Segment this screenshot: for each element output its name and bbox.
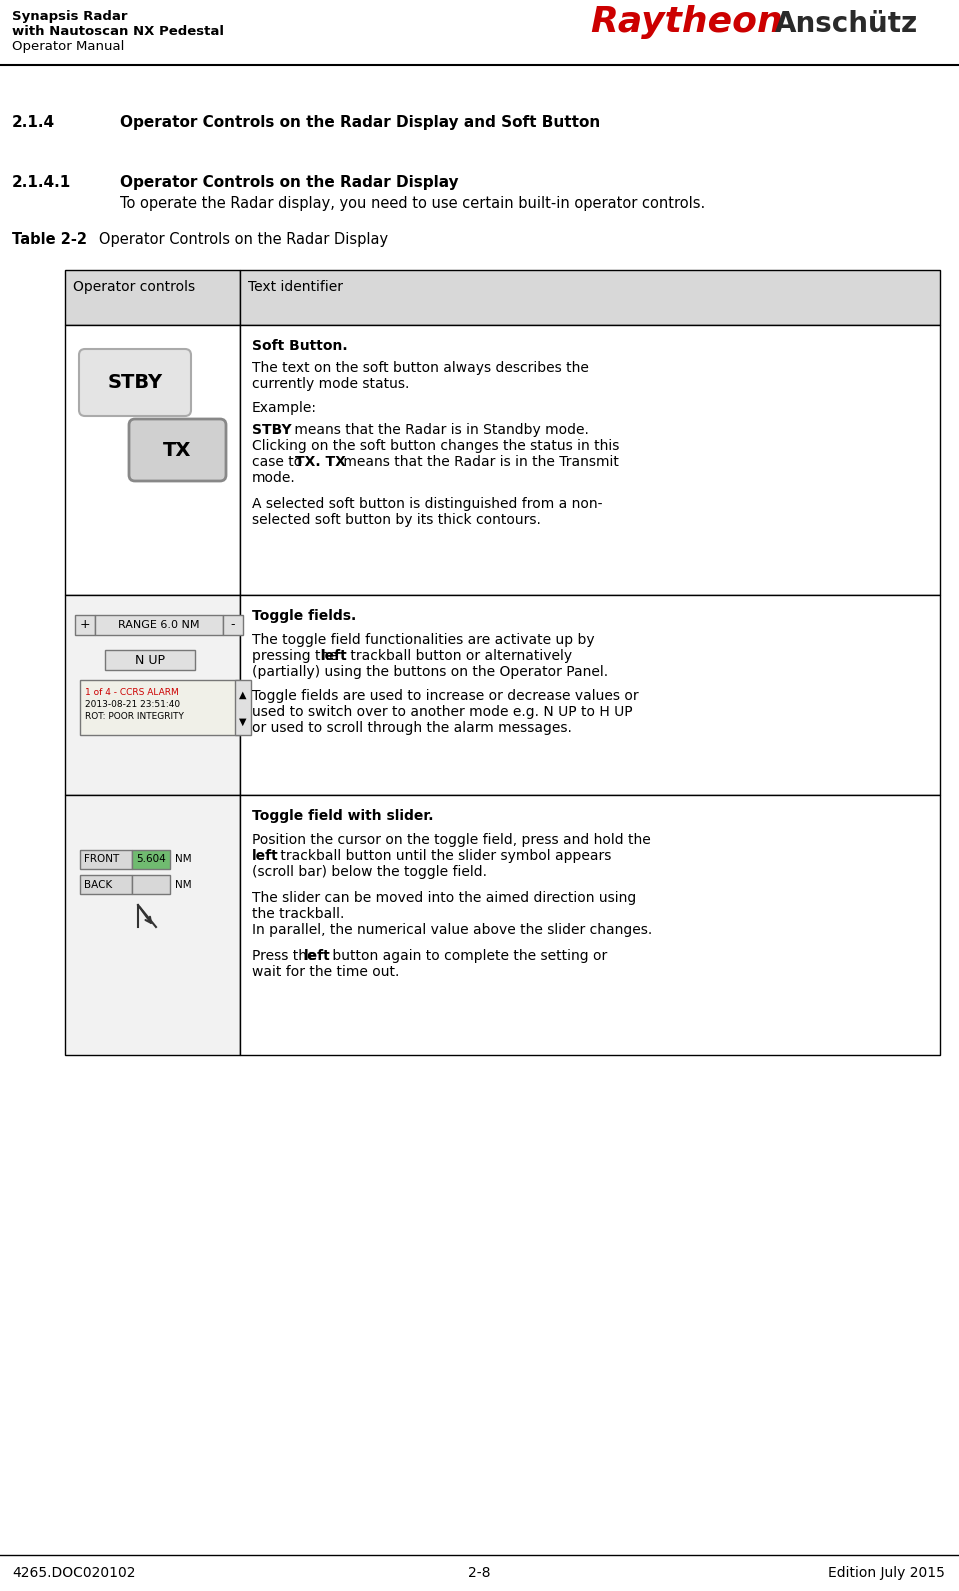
Text: Synapsis Radar: Synapsis Radar	[12, 10, 128, 22]
Text: the trackball.: the trackball.	[252, 907, 344, 921]
Bar	[105, 651, 195, 670]
FancyBboxPatch shape	[129, 418, 226, 480]
Text: with Nautoscan NX Pedestal: with Nautoscan NX Pedestal	[12, 25, 224, 38]
Text: NM: NM	[175, 854, 192, 864]
Text: The slider can be moved into the aimed direction using: The slider can be moved into the aimed d…	[252, 891, 636, 905]
Text: Edition July 2015: Edition July 2015	[829, 1566, 945, 1580]
Text: STBY: STBY	[107, 372, 163, 391]
Text: used to switch over to another mode e.g. N UP to H UP: used to switch over to another mode e.g.…	[252, 705, 633, 719]
Text: Operator Manual: Operator Manual	[12, 40, 125, 53]
Text: N UP: N UP	[135, 654, 165, 667]
Text: 5.604: 5.604	[136, 854, 166, 864]
Text: means that the Radar is in the Transmit: means that the Radar is in the Transmit	[339, 455, 619, 469]
Text: Text identifier: Text identifier	[248, 280, 343, 294]
Text: Toggle fields are used to increase or decrease values or: Toggle fields are used to increase or de…	[252, 689, 639, 703]
Text: In parallel, the numerical value above the slider changes.: In parallel, the numerical value above t…	[252, 923, 652, 937]
Text: pressing the: pressing the	[252, 649, 342, 663]
Text: The toggle field functionalities are activate up by: The toggle field functionalities are act…	[252, 633, 595, 648]
Bar	[240, 595, 940, 796]
Text: -: -	[231, 619, 235, 632]
Text: Soft Button.: Soft Button.	[252, 339, 347, 353]
Text: Raytheon: Raytheon	[590, 5, 783, 40]
Text: means that the Radar is in Standby mode.: means that the Radar is in Standby mode.	[290, 423, 589, 438]
Bar	[240, 270, 940, 325]
Text: 2013-08-21 23:51:40: 2013-08-21 23:51:40	[85, 700, 180, 710]
Bar	[240, 796, 940, 1055]
Text: Position the cursor on the toggle field, press and hold the: Position the cursor on the toggle field,…	[252, 834, 651, 846]
Text: selected soft button by its thick contours.: selected soft button by its thick contou…	[252, 512, 541, 527]
Text: 2.1.4.1: 2.1.4.1	[12, 175, 71, 189]
Text: button again to complete the setting or: button again to complete the setting or	[328, 948, 607, 963]
Text: Press the: Press the	[252, 948, 320, 963]
Bar	[95, 616, 223, 635]
Text: ▼: ▼	[239, 718, 246, 727]
Text: FRONT: FRONT	[84, 854, 119, 864]
Text: NM: NM	[175, 880, 192, 889]
Text: 4265.DOC020102: 4265.DOC020102	[12, 1566, 135, 1580]
Bar	[75, 616, 95, 635]
Bar	[223, 616, 243, 635]
Bar	[80, 679, 240, 735]
Text: RANGE 6.0 NM: RANGE 6.0 NM	[118, 620, 199, 630]
Bar	[80, 875, 132, 894]
Text: Operator Controls on the Radar Display and Soft Button: Operator Controls on the Radar Display a…	[120, 115, 600, 130]
Text: 2.1.4: 2.1.4	[12, 115, 55, 130]
Text: Anschütz: Anschütz	[775, 10, 919, 38]
Text: A selected soft button is distinguished from a non-: A selected soft button is distinguished …	[252, 496, 602, 511]
Bar	[240, 325, 940, 595]
Text: Operator Controls on the Radar Display: Operator Controls on the Radar Display	[120, 175, 458, 189]
Text: ROT: POOR INTEGRITY: ROT: POOR INTEGRITY	[85, 713, 184, 721]
Text: trackball button until the slider symbol appears: trackball button until the slider symbol…	[276, 850, 612, 862]
Text: Toggle fields.: Toggle fields.	[252, 609, 356, 624]
Bar	[65, 595, 240, 796]
Text: trackball button or alternatively: trackball button or alternatively	[346, 649, 573, 663]
Text: (scroll bar) below the toggle field.: (scroll bar) below the toggle field.	[252, 866, 487, 878]
Text: Toggle field with slider.: Toggle field with slider.	[252, 808, 433, 823]
Text: 1 of 4 - CCRS ALARM: 1 of 4 - CCRS ALARM	[85, 687, 178, 697]
Text: Operator Controls on the Radar Display: Operator Controls on the Radar Display	[85, 232, 388, 247]
Text: Example:: Example:	[252, 401, 317, 415]
Bar	[132, 850, 170, 869]
Text: BACK: BACK	[84, 880, 112, 889]
Text: TX: TX	[163, 441, 192, 460]
Text: The text on the soft button always describes the: The text on the soft button always descr…	[252, 361, 589, 375]
Text: ▲: ▲	[239, 690, 246, 700]
Bar	[235, 679, 251, 735]
Text: left: left	[321, 649, 348, 663]
Text: TX. TX: TX. TX	[295, 455, 346, 469]
Text: To operate the Radar display, you need to use certain built-in operator controls: To operate the Radar display, you need t…	[120, 196, 705, 212]
Text: wait for the time out.: wait for the time out.	[252, 966, 399, 978]
Text: Table 2-2: Table 2-2	[12, 232, 87, 247]
Text: +: +	[80, 619, 90, 632]
Text: left: left	[304, 948, 331, 963]
Text: mode.: mode.	[252, 471, 295, 485]
Text: or used to scroll through the alarm messages.: or used to scroll through the alarm mess…	[252, 721, 572, 735]
Text: 2-8: 2-8	[468, 1566, 490, 1580]
FancyBboxPatch shape	[79, 348, 191, 415]
Text: left: left	[252, 850, 279, 862]
Bar	[80, 850, 132, 869]
Bar	[65, 270, 240, 325]
Text: (partially) using the buttons on the Operator Panel.: (partially) using the buttons on the Ope…	[252, 665, 608, 679]
Text: Clicking on the soft button changes the status in this: Clicking on the soft button changes the …	[252, 439, 620, 453]
Text: case to: case to	[252, 455, 307, 469]
Bar	[65, 325, 240, 595]
Text: currently mode status.: currently mode status.	[252, 377, 409, 391]
Bar	[65, 796, 240, 1055]
Bar	[132, 875, 170, 894]
Text: STBY: STBY	[252, 423, 292, 438]
Text: Operator controls: Operator controls	[73, 280, 195, 294]
